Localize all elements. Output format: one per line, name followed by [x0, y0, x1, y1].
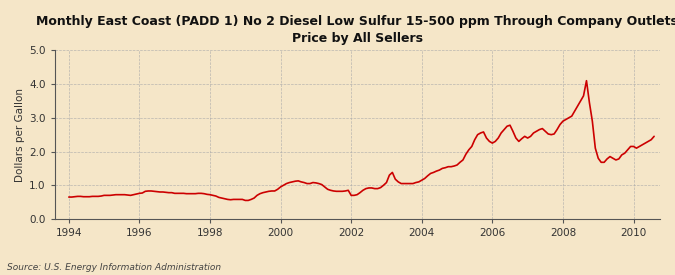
Y-axis label: Dollars per Gallon: Dollars per Gallon	[15, 88, 25, 182]
Title: Monthly East Coast (PADD 1) No 2 Diesel Low Sulfur 15-500 ppm Through Company Ou: Monthly East Coast (PADD 1) No 2 Diesel …	[36, 15, 675, 45]
Text: Source: U.S. Energy Information Administration: Source: U.S. Energy Information Administ…	[7, 263, 221, 272]
